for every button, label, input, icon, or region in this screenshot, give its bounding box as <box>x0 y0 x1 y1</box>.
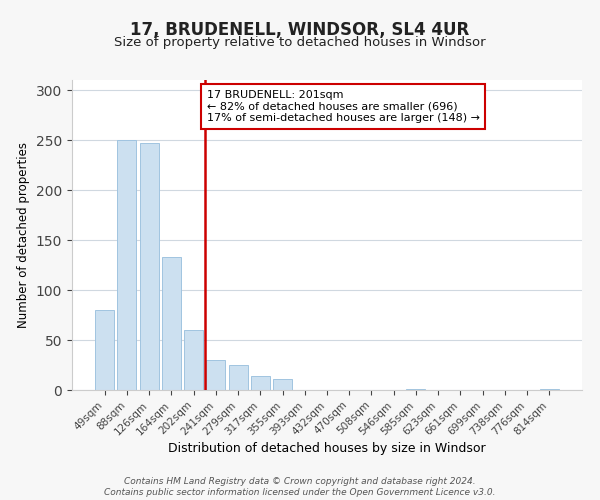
Bar <box>206 360 225 390</box>
Bar <box>273 379 292 390</box>
Bar <box>184 330 203 390</box>
Bar <box>229 365 248 390</box>
Bar <box>406 389 425 390</box>
Bar <box>118 140 136 390</box>
X-axis label: Distribution of detached houses by size in Windsor: Distribution of detached houses by size … <box>168 442 486 455</box>
Bar <box>251 376 270 390</box>
Y-axis label: Number of detached properties: Number of detached properties <box>17 142 31 328</box>
Bar <box>162 257 181 390</box>
Text: Contains HM Land Registry data © Crown copyright and database right 2024.
Contai: Contains HM Land Registry data © Crown c… <box>104 478 496 497</box>
Text: 17, BRUDENELL, WINDSOR, SL4 4UR: 17, BRUDENELL, WINDSOR, SL4 4UR <box>130 22 470 40</box>
Text: Size of property relative to detached houses in Windsor: Size of property relative to detached ho… <box>114 36 486 49</box>
Bar <box>140 143 158 390</box>
Text: 17 BRUDENELL: 201sqm
← 82% of detached houses are smaller (696)
17% of semi-deta: 17 BRUDENELL: 201sqm ← 82% of detached h… <box>207 90 480 123</box>
Bar <box>540 389 559 390</box>
Bar <box>95 310 114 390</box>
